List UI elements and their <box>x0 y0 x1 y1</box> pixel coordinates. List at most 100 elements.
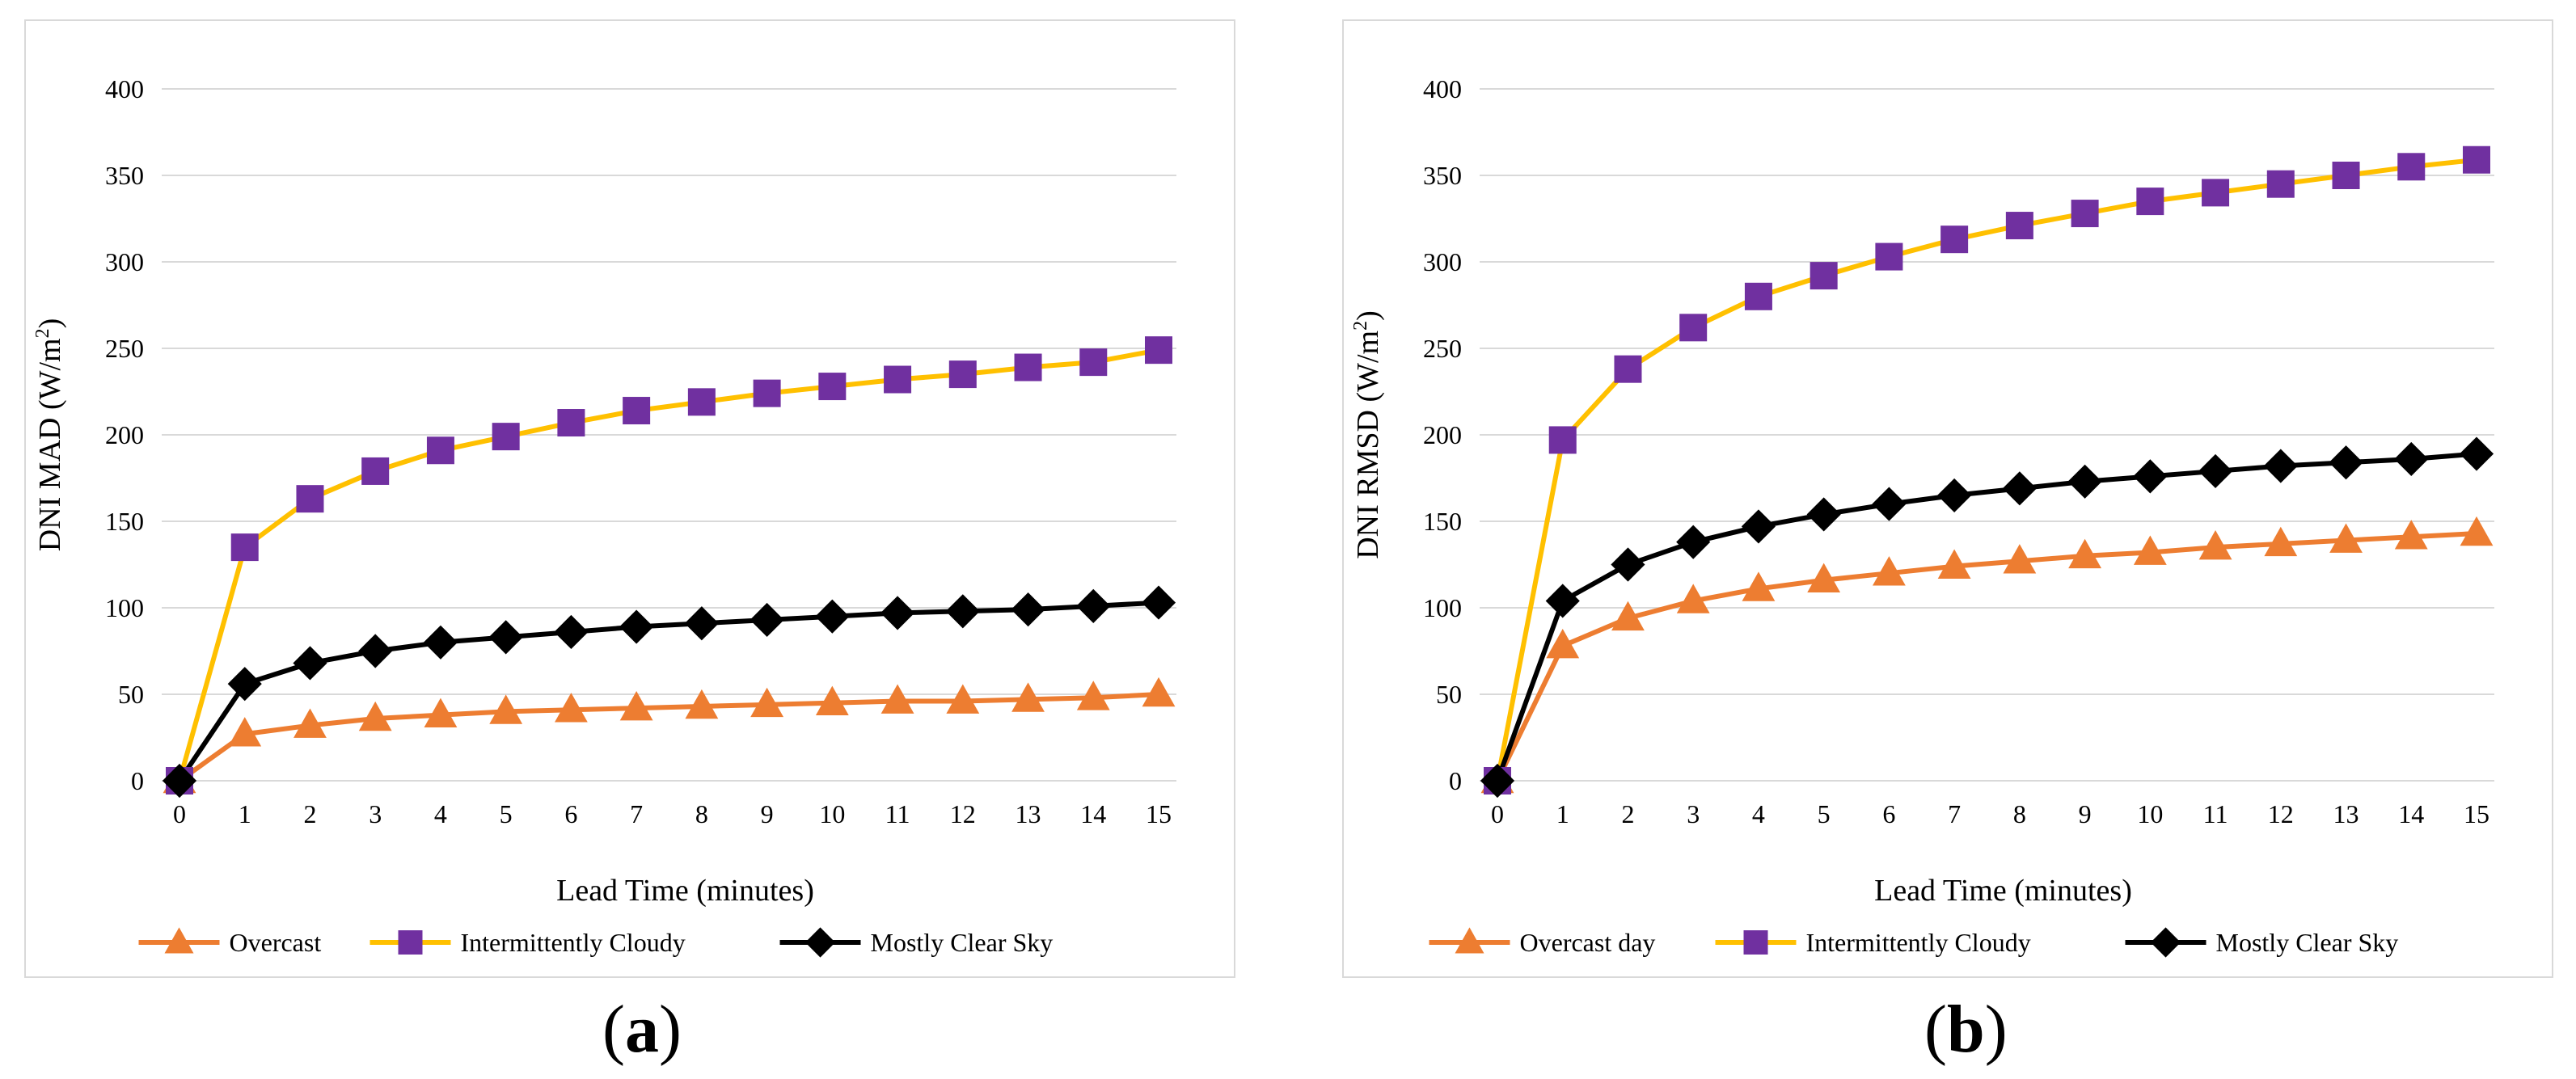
chart-b-xtick-label: 11 <box>2203 799 2228 828</box>
chart-b-series-markers-0 <box>1480 516 2494 794</box>
chart-b-data-point <box>1872 487 1907 521</box>
chart-a-data-point <box>424 698 458 727</box>
chart-b-ytick-label: 150 <box>1423 507 1462 536</box>
chart-a-data-point <box>815 599 850 634</box>
chart-a-data-point <box>230 533 259 562</box>
chart-a-data-point <box>815 685 849 715</box>
chart-b-data-point <box>1741 509 1776 544</box>
chart-b-data-point <box>2071 200 2099 228</box>
chart-b-data-point <box>2198 530 2232 560</box>
chart-b-series-line <box>1495 157 2477 782</box>
chart-b-xtick-label: 10 <box>2137 799 2163 828</box>
chart-b-xtick-label: 14 <box>2398 799 2424 828</box>
chart-a-data-point <box>1011 682 1045 712</box>
chart-b-xtick-label: 12 <box>2268 799 2294 828</box>
chart-a-data-point <box>684 606 719 641</box>
chart-a-xtick-label: 9 <box>761 799 774 828</box>
chart-b-data-point <box>1676 584 1710 613</box>
chart-a-series-line <box>178 692 1159 783</box>
chart-a-data-point <box>1079 348 1108 377</box>
chart-a-data-point <box>361 457 390 485</box>
chart-a-series-0 <box>178 692 1159 783</box>
chart-b-data-point <box>2394 441 2429 477</box>
chart-a-frame <box>24 19 1235 978</box>
subfigure-label-b-text: b <box>1946 992 1985 1067</box>
chart-b-data-point <box>1676 525 1711 559</box>
chart-b-ytick-label: 300 <box>1423 247 1462 276</box>
chart-a-data-point <box>880 596 915 630</box>
chart-a-legend-item: Intermittently Cloudy <box>370 928 686 957</box>
chart-a-data-point <box>293 646 327 681</box>
chart-a-data-point <box>358 701 392 731</box>
chart-a-xtick-label: 11 <box>885 799 910 828</box>
chart-a-legend-label: Intermittently Cloudy <box>461 928 686 957</box>
chart-b-legend-label: Intermittently Cloudy <box>1806 928 2031 957</box>
chart-a-data-point <box>557 409 585 437</box>
chart-b-data-point <box>2460 516 2494 546</box>
chart-b-data-point <box>1614 355 1642 383</box>
chart-a-xtick-label: 5 <box>500 799 513 828</box>
chart-a-data-point <box>555 693 588 723</box>
chart-b-data-point <box>1937 549 1971 579</box>
chart-a-data-point <box>685 689 719 719</box>
chart-b-xtick-label: 13 <box>2333 799 2359 828</box>
chart-b-data-point <box>1875 242 1903 271</box>
chart-a-legend-label: Overcast <box>230 928 322 957</box>
chart-a-data-point <box>162 763 197 799</box>
chart-b-xtick-label: 8 <box>2013 799 2026 828</box>
chart-a-y-axis-title-main: DNI MAD (W/m <box>33 338 67 551</box>
chart-b-xtick-label: 9 <box>2079 799 2092 828</box>
chart-b-data-point <box>1546 629 1580 659</box>
chart-a-data-point <box>228 717 262 747</box>
chart-a-xtick-label: 3 <box>369 799 382 828</box>
chart-a-data-point <box>492 423 520 451</box>
chart-b-data-point <box>1742 571 1776 601</box>
chart-a-legend-marker <box>398 930 423 955</box>
chart-b-data-point <box>1806 497 1841 532</box>
chart-b-series-markers-1 <box>1484 145 2490 794</box>
subfigure-label-b: (b) <box>1924 992 2008 1067</box>
chart-b-xtick-label: 0 <box>1491 799 1504 828</box>
chart-b-series-markers-2 <box>1480 436 2494 799</box>
chart-b-data-point <box>1611 547 1645 582</box>
chart-a-series-2 <box>177 600 1159 782</box>
chart-b-data-point <box>2005 212 2033 240</box>
chart-a-series-markers-1 <box>166 336 1172 794</box>
chart-a-data-point <box>1142 676 1176 707</box>
chart-b-legend-item: Mostly Clear Sky <box>2125 927 2399 958</box>
chart-a-xtick-label: 15 <box>1146 799 1172 828</box>
chart-b-data-point <box>1873 556 1906 586</box>
chart-a-data-point <box>948 360 977 389</box>
chart-a-ytick-label: 250 <box>105 334 144 363</box>
chart-b-data-point <box>1480 763 1515 799</box>
chart-b-data-point <box>1807 563 1841 593</box>
chart-a-ytick-label: 300 <box>105 247 144 276</box>
chart-a-xtick-label: 8 <box>695 799 708 828</box>
chart-b-data-point <box>2198 453 2233 489</box>
chart-a-ytick-label: 50 <box>118 680 144 709</box>
chart-a-data-point <box>753 379 781 407</box>
chart-a-data-point <box>1076 681 1110 710</box>
chart-b-xtick-label: 15 <box>2464 799 2489 828</box>
chart-b-series-1 <box>1495 157 2477 782</box>
chart-b-data-point <box>2263 449 2298 483</box>
chart-a-legend-marker <box>164 927 194 954</box>
chart-b-data-point <box>2266 170 2295 198</box>
chart-b-x-axis-title: Lead Time (minutes) <box>1874 874 2132 908</box>
chart-b-legend-label: Mostly Clear Sky <box>2216 928 2399 957</box>
chart-a-data-point <box>227 667 262 702</box>
chart-a-data-point <box>880 684 914 714</box>
chart-a-data-point <box>489 694 523 724</box>
chart-b-ytick-label: 100 <box>1423 593 1462 622</box>
chart-a-xtick-label: 2 <box>303 799 316 828</box>
chart-a-data-point <box>554 614 589 650</box>
chart-a-series-markers-2 <box>162 585 1176 799</box>
chart-b-data-point <box>1611 601 1645 631</box>
chart-b-xtick-label: 2 <box>1621 799 1634 828</box>
chart-a-xtick-label: 7 <box>630 799 643 828</box>
chart-b-data-point <box>2332 162 2360 189</box>
chart-a-data-point <box>1011 592 1045 627</box>
chart-a-data-point <box>946 684 980 714</box>
chart-b-data-point <box>2002 471 2037 506</box>
